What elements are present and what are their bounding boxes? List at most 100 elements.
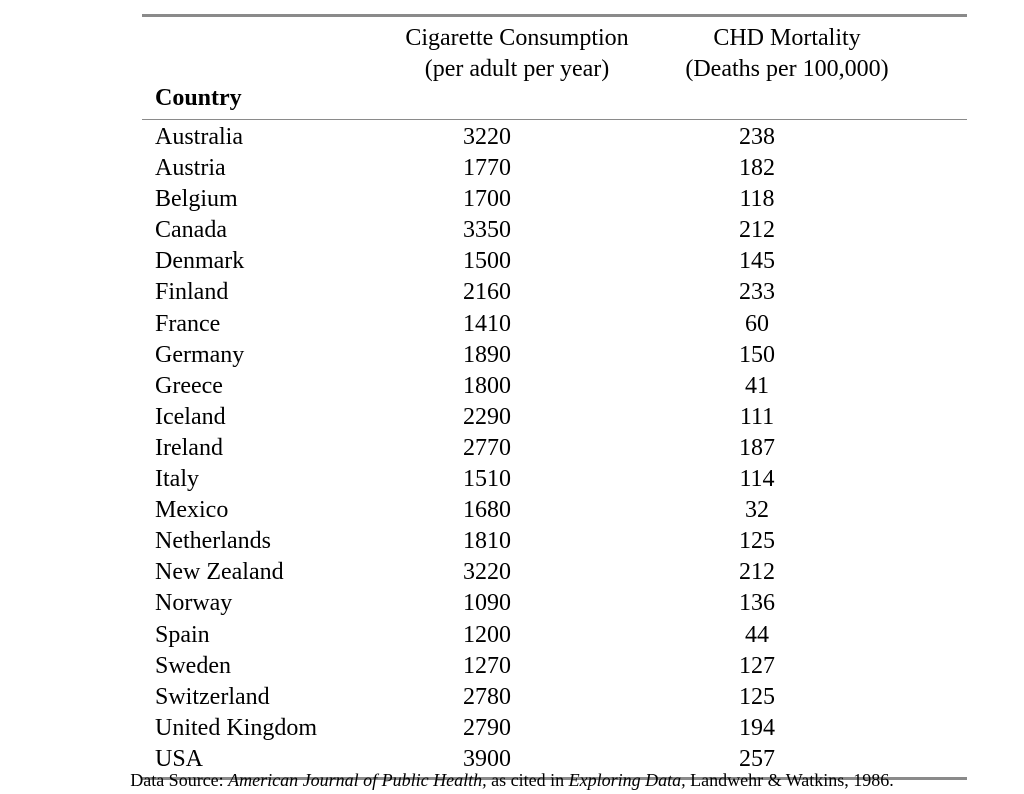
cell-chd-mortality: 238	[739, 124, 775, 150]
cell-country: USA	[155, 745, 204, 772]
cell-chd-mortality: 194	[739, 714, 775, 741]
table-row: Italy 1510 114	[142, 464, 967, 495]
header-chd-line1: CHD Mortality	[713, 25, 861, 51]
cell-country: Austria	[155, 155, 226, 182]
table-row: Denmark 1500 145	[142, 246, 967, 277]
data-table: Cigarette Consumption (per adult per yea…	[142, 14, 967, 780]
source-middle: as cited in	[486, 770, 569, 790]
table-row: Switzerland 2780 125	[142, 682, 967, 713]
cell-cigarette-consumption: 1800	[463, 372, 511, 399]
table-top-rule	[142, 14, 967, 17]
cell-country: Ireland	[155, 434, 223, 461]
table-row: Norway 1090 136	[142, 588, 967, 619]
cell-country: New Zealand	[155, 559, 284, 586]
cell-country: Australia	[155, 124, 243, 150]
cell-country: Italy	[155, 466, 199, 493]
cell-cigarette-consumption: 3220	[463, 124, 511, 150]
cell-chd-mortality: 111	[739, 403, 775, 430]
cell-cigarette-consumption: 2780	[463, 683, 511, 710]
table-row: Netherlands 1810 125	[142, 526, 967, 557]
cell-chd-mortality: 125	[739, 528, 775, 555]
cell-country: Finland	[155, 279, 229, 306]
header-cigarette-line1: Cigarette Consumption	[405, 25, 629, 51]
cell-country: Norway	[155, 590, 233, 617]
source-prefix: Data Source:	[130, 770, 229, 790]
source-journal: American Journal of Public Health,	[228, 770, 487, 790]
cell-cigarette-consumption: 1500	[463, 248, 511, 275]
cell-cigarette-consumption: 3900	[463, 745, 511, 772]
cell-chd-mortality: 44	[745, 621, 769, 648]
table-row: Ireland 2770 187	[142, 433, 967, 464]
cell-country: Belgium	[155, 186, 238, 213]
cell-cigarette-consumption: 1510	[463, 466, 511, 493]
table-row: Iceland 2290 111	[142, 402, 967, 433]
table-row: Mexico 1680 32	[142, 495, 967, 526]
cell-country: Mexico	[155, 497, 229, 524]
cell-cigarette-consumption: 1410	[463, 310, 511, 337]
table-row: USA 3900 257	[142, 744, 967, 775]
cell-chd-mortality: 212	[739, 559, 775, 586]
table-body: Australia 3220 238 Austria 1770 182 Belgium 170…	[142, 120, 967, 777]
cell-country: Germany	[155, 341, 245, 368]
cell-chd-mortality: 150	[739, 341, 775, 368]
cell-country: France	[155, 310, 221, 337]
header-chd-mortality: CHD Mortality (Deaths per 100,000)	[642, 23, 932, 85]
cell-cigarette-consumption: 1700	[463, 186, 511, 213]
cell-cigarette-consumption: 2160	[463, 279, 511, 306]
table-row: New Zealand 3220 212	[142, 557, 967, 588]
table-row: Finland 2160 233	[142, 277, 967, 308]
table-row: France 1410 60	[142, 309, 967, 340]
cell-chd-mortality: 187	[739, 434, 775, 461]
cell-chd-mortality: 127	[739, 652, 775, 679]
header-country: Country	[155, 85, 242, 111]
table-row: Canada 3350 212	[142, 215, 967, 246]
table-row: Australia 3220 238	[142, 122, 967, 153]
cell-cigarette-consumption: 1890	[463, 341, 511, 368]
cell-chd-mortality: 212	[739, 217, 775, 244]
header-chd-line2: (Deaths per 100,000)	[685, 56, 889, 82]
table-header-rule	[142, 119, 967, 120]
source-book: Exploring Data,	[568, 770, 686, 790]
source-suffix: Landwehr & Watkins, 1986.	[685, 770, 894, 790]
data-source-note: Data Source: American Journal of Public …	[0, 768, 1024, 792]
cell-country: Canada	[155, 217, 227, 244]
table-header: Cigarette Consumption (per adult per yea…	[142, 17, 967, 117]
cell-country: Netherlands	[155, 528, 271, 555]
table-row: United Kingdom 2790 194	[142, 713, 967, 744]
cell-cigarette-consumption: 1680	[463, 497, 511, 524]
table-row: Sweden 1270 127	[142, 651, 967, 682]
cell-chd-mortality: 233	[739, 279, 775, 306]
cell-cigarette-consumption: 1270	[463, 652, 511, 679]
cell-cigarette-consumption: 1200	[463, 621, 511, 648]
cell-cigarette-consumption: 1770	[463, 155, 511, 182]
table-row: Greece 1800 41	[142, 371, 967, 402]
table-row: Germany 1890 150	[142, 340, 967, 371]
table-bottom-rule	[142, 776, 967, 780]
cell-chd-mortality: 41	[745, 372, 769, 399]
cell-cigarette-consumption: 1810	[463, 528, 511, 555]
cell-cigarette-consumption: 3350	[463, 217, 511, 244]
cell-country: Switzerland	[155, 683, 270, 710]
cell-chd-mortality: 145	[739, 248, 775, 275]
cell-country: Denmark	[155, 248, 245, 275]
cell-country: United Kingdom	[155, 714, 317, 741]
cell-country: Greece	[155, 372, 223, 399]
table-row: Austria 1770 182	[142, 153, 967, 184]
cell-chd-mortality: 32	[745, 497, 769, 524]
cell-cigarette-consumption: 2770	[463, 434, 511, 461]
table-row: Spain 1200 44	[142, 620, 967, 651]
header-cigarette-line2: (per adult per year)	[424, 56, 610, 82]
header-cigarette-consumption: Cigarette Consumption (per adult per yea…	[382, 23, 652, 85]
cell-cigarette-consumption: 2790	[463, 714, 511, 741]
cell-country: Sweden	[155, 652, 231, 679]
cell-chd-mortality: 114	[739, 466, 775, 493]
cell-chd-mortality: 60	[745, 310, 769, 337]
cell-cigarette-consumption: 1090	[463, 590, 511, 617]
cell-chd-mortality: 118	[739, 186, 775, 213]
cell-country: Spain	[155, 621, 210, 648]
cell-country: Iceland	[155, 403, 226, 430]
cell-cigarette-consumption: 3220	[463, 559, 511, 586]
table-row: Belgium 1700 118	[142, 184, 967, 215]
cell-chd-mortality: 125	[739, 683, 775, 710]
cell-chd-mortality: 136	[739, 590, 775, 617]
